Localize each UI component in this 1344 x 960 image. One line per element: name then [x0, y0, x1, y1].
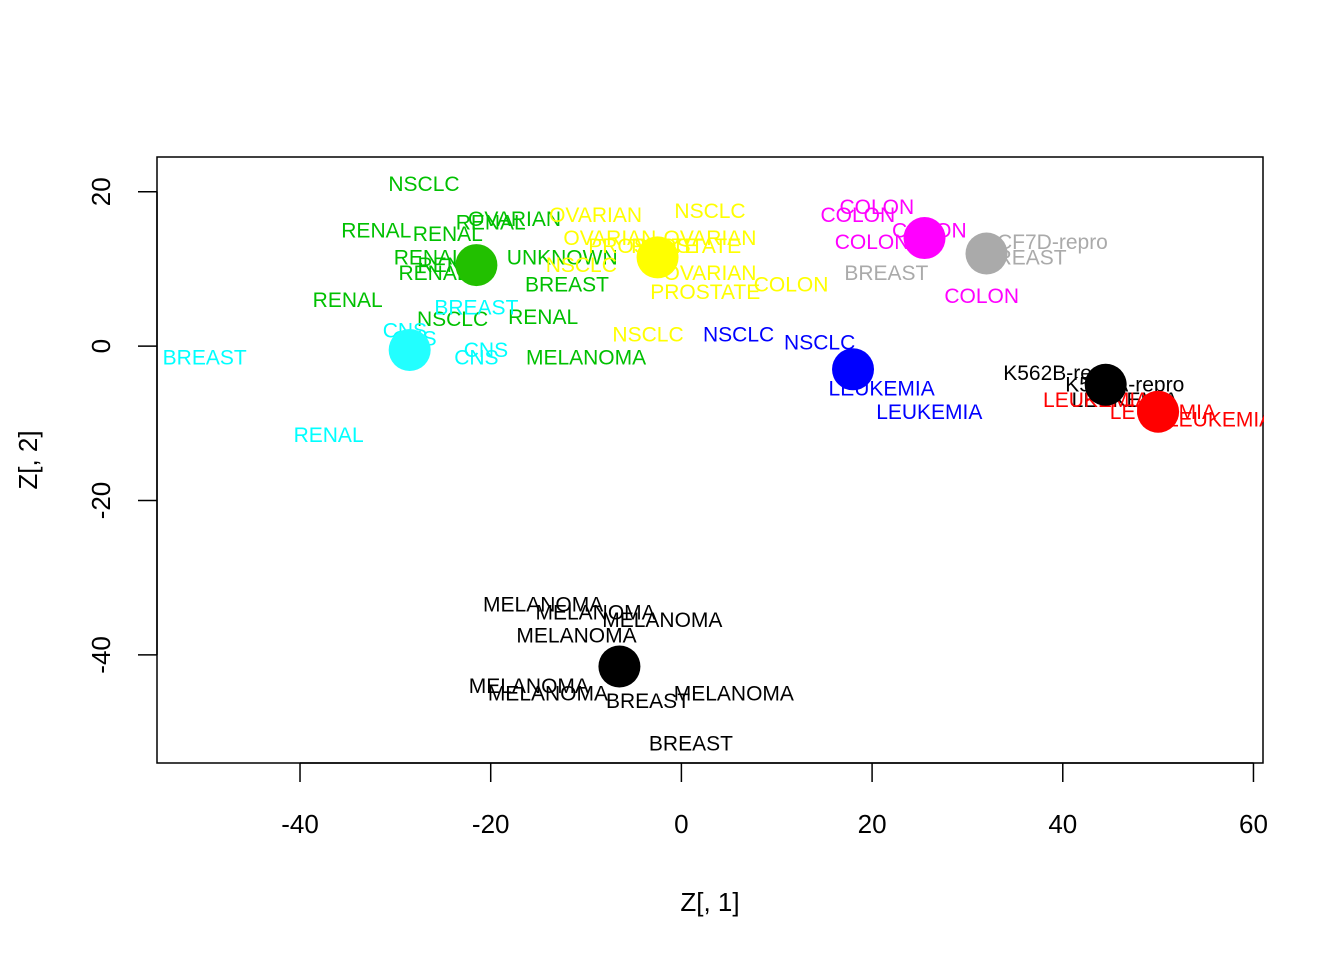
point-label: LEUKEMIA	[876, 401, 982, 424]
point-label: MELANOMA	[535, 601, 655, 624]
point-label: COLON	[835, 231, 910, 254]
point-label: MELANOMA	[516, 625, 636, 648]
point-label: PROSTATE	[650, 281, 760, 304]
cluster-centroid	[832, 348, 875, 391]
x-tick-label: -40	[281, 809, 319, 839]
point-label: MELANOMA	[488, 683, 608, 706]
point-label: MELANOMA	[469, 675, 589, 698]
point-label: NSCLC	[388, 173, 459, 196]
point-label: COLON	[944, 285, 1019, 308]
cluster-centroid	[636, 236, 679, 279]
cluster-centroid	[598, 645, 641, 688]
point-label: BREAST	[434, 297, 518, 320]
point-label: BREAST	[163, 347, 247, 370]
point-label: RENAL	[398, 262, 468, 285]
cluster-centroid	[965, 232, 1008, 275]
point-label: MELANOMA	[602, 609, 722, 632]
point-label: RENAL	[341, 219, 411, 242]
point-label: MELANOMA	[674, 683, 794, 706]
y-tick-label: 0	[86, 339, 116, 353]
point-label: BREAST	[649, 733, 733, 756]
point-label: COLON	[840, 196, 915, 219]
x-tick-label: 60	[1239, 809, 1268, 839]
point-label: MELANOMA	[483, 594, 603, 617]
x-axis-title: Z[, 1]	[680, 887, 739, 917]
y-tick-label: -20	[86, 482, 116, 520]
point-label: COLON	[754, 273, 829, 296]
point-label: NSCLC	[784, 331, 855, 354]
point-label: NSCLC	[417, 308, 488, 331]
point-label: MCF7D-repro	[980, 231, 1108, 254]
point-label: NSCLC	[674, 200, 745, 223]
point-label: LEUKEMIA	[1167, 408, 1273, 431]
x-tick-label: -20	[472, 809, 510, 839]
cluster-centroid	[388, 328, 431, 371]
point-label: OVARIAN	[468, 208, 561, 231]
point-label: CNS	[464, 339, 508, 362]
point-label: OVARIAN	[563, 227, 656, 250]
point-label: OVARIAN	[664, 227, 757, 250]
point-label: BREAST	[606, 690, 690, 713]
point-label: NSCLC	[703, 324, 774, 347]
point-label: COLON	[820, 204, 895, 227]
point-label: NSCLC	[546, 254, 617, 277]
cluster-centroid	[1084, 363, 1127, 406]
cluster-centroid	[455, 244, 498, 287]
y-axis-title: Z[, 2]	[13, 430, 43, 489]
point-label: BREAST	[525, 273, 609, 296]
point-label: RENAL	[413, 223, 483, 246]
point-label: RENAL	[394, 246, 464, 269]
point-label: BREAST	[844, 262, 928, 285]
y-axis: 20 0 -20 -40	[86, 177, 158, 674]
point-label: RENAL	[456, 212, 526, 235]
x-tick-label: 0	[674, 809, 688, 839]
x-tick-label: 40	[1048, 809, 1077, 839]
point-label: NSCLC	[612, 324, 683, 347]
y-tick-label: -40	[86, 636, 116, 674]
point-label: RENAL	[313, 289, 383, 312]
x-tick-label: 20	[858, 809, 887, 839]
cluster-centroid	[903, 217, 946, 260]
point-label: OVARIAN	[549, 204, 642, 227]
y-tick-label: 20	[86, 177, 116, 206]
point-label: MELANOMA	[526, 347, 646, 370]
point-label: RENAL	[294, 424, 364, 447]
point-label: RENAL	[508, 306, 578, 329]
point-label: CNS	[454, 347, 498, 370]
point-label: UNKNOWN	[507, 246, 618, 269]
x-axis: -40 -20 0 20 40 60	[281, 762, 1268, 839]
point-label: OVARIAN	[664, 262, 757, 285]
cluster-centroid	[1137, 390, 1180, 433]
